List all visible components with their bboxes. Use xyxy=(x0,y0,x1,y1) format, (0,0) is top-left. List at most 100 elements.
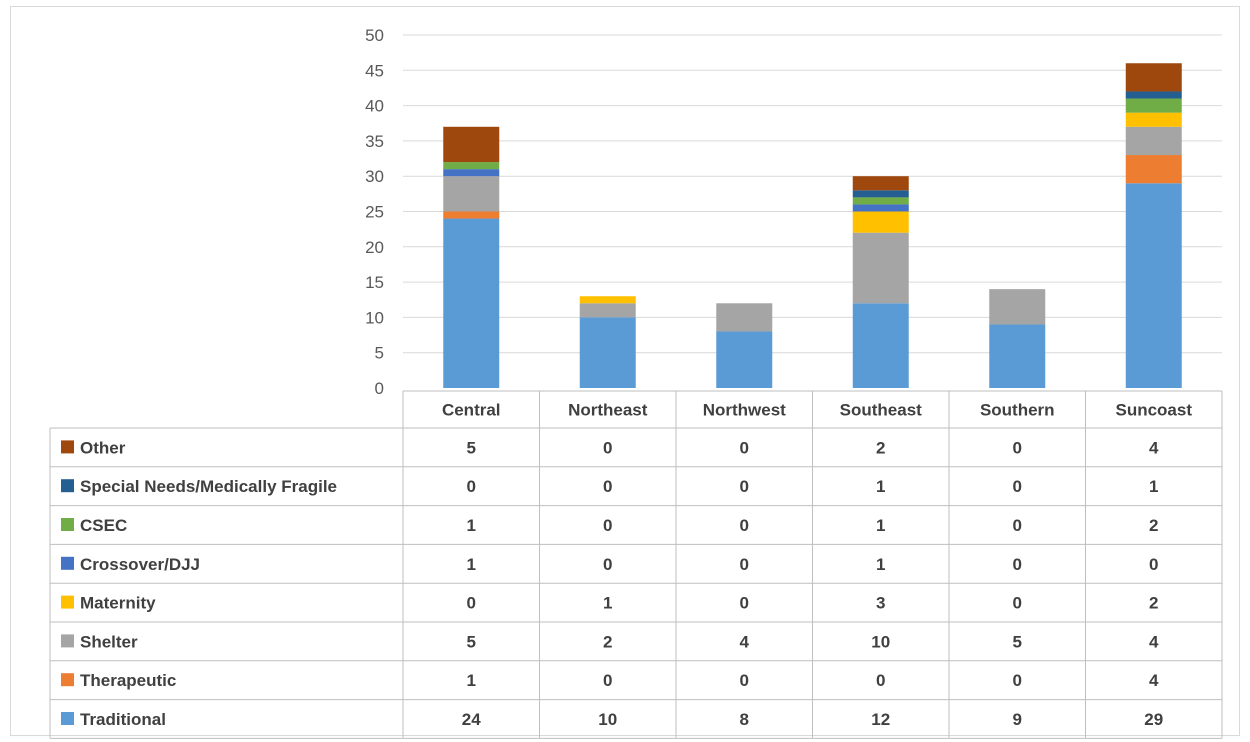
series-label-shelter: Shelter xyxy=(80,632,138,651)
bar-southeast-traditional xyxy=(852,303,909,388)
cell-special-needs-medically-fragile-suncoast: 1 xyxy=(1149,477,1158,496)
category-label-northwest: Northwest xyxy=(703,401,786,420)
gridlines xyxy=(403,34,1222,354)
cell-therapeutic-northeast: 0 xyxy=(603,671,612,690)
cell-special-needs-medically-fragile-central: 0 xyxy=(467,477,476,496)
cell-crossover-djj-suncoast: 0 xyxy=(1149,555,1158,574)
cell-therapeutic-central: 1 xyxy=(467,671,476,690)
bar-central-other xyxy=(443,126,500,163)
chart-frame xyxy=(10,6,1240,736)
legend-key-crossover-djj xyxy=(61,556,74,570)
bar-southeast-crossover-djj xyxy=(852,204,909,212)
bar-southeast-shelter xyxy=(852,232,909,304)
y-tick-label: 45 xyxy=(365,61,384,80)
bar-suncoast-traditional xyxy=(1125,183,1182,388)
category-label-suncoast: Suncoast xyxy=(1115,401,1192,420)
y-tick-label: 5 xyxy=(375,344,384,363)
bar-suncoast-maternity xyxy=(1125,112,1182,127)
cell-shelter-central: 5 xyxy=(467,632,476,651)
y-tick-label: 25 xyxy=(365,203,384,222)
cell-other-southeast: 2 xyxy=(876,438,885,457)
cell-crossover-djj-southeast: 1 xyxy=(876,555,885,574)
legend-key-shelter xyxy=(61,634,74,648)
bar-southeast-special-needs-medically-fragile xyxy=(852,190,909,198)
y-tick-label: 20 xyxy=(365,238,384,257)
bar-suncoast-special-needs-medically-fragile xyxy=(1125,91,1182,99)
bar-northeast-shelter xyxy=(579,303,636,318)
data-table: Central Northeast Northwest Southeast Southe… xyxy=(49,390,1223,739)
category-label-southeast: Southeast xyxy=(840,401,923,420)
series-label-therapeutic: Therapeutic xyxy=(80,671,176,690)
cell-csec-northwest: 0 xyxy=(740,516,749,535)
series-label-csec: CSEC xyxy=(80,516,127,535)
cell-maternity-northwest: 0 xyxy=(740,594,749,613)
cell-csec-southern: 0 xyxy=(1013,516,1022,535)
cell-csec-northeast: 0 xyxy=(603,516,612,535)
legend-key-other xyxy=(61,440,74,454)
series-label-traditional: Traditional xyxy=(80,710,166,729)
bar-suncoast-other xyxy=(1125,63,1182,92)
bar-southeast-csec xyxy=(852,197,909,205)
y-tick-label: 40 xyxy=(365,97,384,116)
cell-special-needs-medically-fragile-southeast: 1 xyxy=(876,477,885,496)
cell-traditional-northwest: 8 xyxy=(740,710,749,729)
cell-maternity-southern: 0 xyxy=(1013,594,1022,613)
legend-key-traditional xyxy=(61,712,74,725)
cell-shelter-suncoast: 4 xyxy=(1149,632,1159,651)
bar-central-csec xyxy=(443,162,500,170)
cell-shelter-southeast: 10 xyxy=(871,632,890,651)
cell-other-northwest: 0 xyxy=(740,438,749,457)
cell-other-suncoast: 4 xyxy=(1149,438,1159,457)
bar-northwest-traditional xyxy=(716,331,773,388)
cell-traditional-suncoast: 29 xyxy=(1144,710,1163,729)
cell-maternity-central: 0 xyxy=(467,594,476,613)
cell-crossover-djj-southern: 0 xyxy=(1013,555,1022,574)
cell-traditional-southern: 9 xyxy=(1013,710,1022,729)
y-tick-label: 50 xyxy=(365,26,384,45)
y-tick-label: 0 xyxy=(375,379,384,398)
cell-shelter-southern: 5 xyxy=(1013,632,1022,651)
cell-maternity-northeast: 1 xyxy=(603,594,612,613)
cell-crossover-djj-northwest: 0 xyxy=(740,555,749,574)
bar-suncoast-therapeutic xyxy=(1125,155,1182,184)
bar-central-crossover-djj xyxy=(443,169,500,177)
cell-traditional-northeast: 10 xyxy=(598,710,617,729)
cell-maternity-southeast: 3 xyxy=(876,594,885,613)
cell-other-northeast: 0 xyxy=(603,438,612,457)
cell-shelter-northwest: 4 xyxy=(740,632,750,651)
bar-suncoast-shelter xyxy=(1125,126,1182,156)
cell-csec-central: 1 xyxy=(467,516,476,535)
series-label-other: Other xyxy=(80,438,126,457)
cell-therapeutic-northwest: 0 xyxy=(740,671,749,690)
y-tick-label: 15 xyxy=(365,273,384,292)
y-tick-label: 35 xyxy=(365,132,384,151)
y-tick-label: 10 xyxy=(365,308,384,327)
category-label-central: Central xyxy=(442,401,501,420)
cell-therapeutic-southeast: 0 xyxy=(876,671,885,690)
cell-traditional-central: 24 xyxy=(462,710,481,729)
cell-crossover-djj-northeast: 0 xyxy=(603,555,612,574)
legend-key-special-needs-medically-fragile xyxy=(61,479,74,493)
y-axis-ticks: 0 5 10 15 20 25 30 35 40 45 50 xyxy=(365,26,384,398)
bar-southern-traditional xyxy=(989,324,1046,388)
bar-central-shelter xyxy=(443,176,500,212)
bar-central-therapeutic xyxy=(443,211,500,219)
cell-crossover-djj-central: 1 xyxy=(467,555,476,574)
cell-csec-suncoast: 2 xyxy=(1149,516,1158,535)
bar-suncoast-csec xyxy=(1125,98,1182,113)
cell-other-central: 5 xyxy=(467,438,476,457)
bar-southeast-maternity xyxy=(852,211,909,233)
cell-csec-southeast: 1 xyxy=(876,516,885,535)
series-label-special-needs-medically-fragile: Special Needs/Medically Fragile xyxy=(80,477,337,496)
cell-maternity-suncoast: 2 xyxy=(1149,594,1158,613)
bar-southeast-other xyxy=(852,176,909,191)
bar-central-traditional xyxy=(443,218,500,388)
cell-other-southern: 0 xyxy=(1013,438,1022,457)
legend-key-maternity xyxy=(61,595,74,609)
legend-key-therapeutic xyxy=(61,673,74,687)
cell-special-needs-medically-fragile-northwest: 0 xyxy=(740,477,749,496)
bar-northeast-traditional xyxy=(579,317,636,388)
y-tick-label: 30 xyxy=(365,167,384,186)
cell-traditional-southeast: 12 xyxy=(871,710,890,729)
